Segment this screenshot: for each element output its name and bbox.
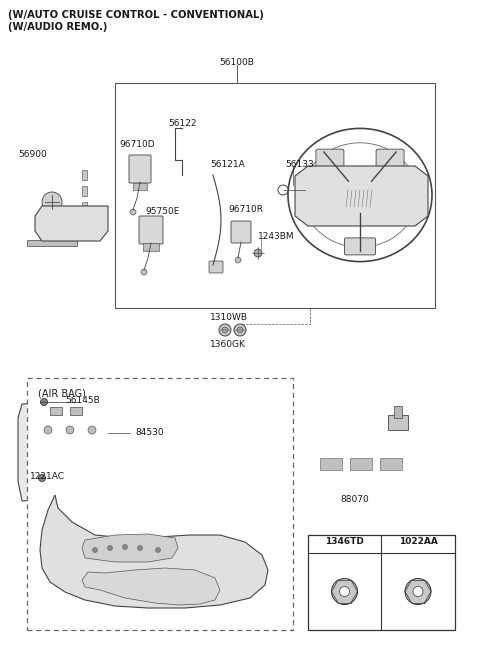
Text: 1310WB: 1310WB <box>210 313 248 322</box>
Text: 1243BM: 1243BM <box>258 232 295 241</box>
Text: (AIR BAG): (AIR BAG) <box>38 388 86 398</box>
FancyBboxPatch shape <box>231 221 251 243</box>
Circle shape <box>234 324 246 336</box>
Polygon shape <box>295 166 428 226</box>
Text: 56133: 56133 <box>285 160 314 169</box>
Circle shape <box>405 579 431 604</box>
Circle shape <box>137 546 143 550</box>
Circle shape <box>42 192 62 212</box>
Bar <box>27 378 293 630</box>
Circle shape <box>88 426 96 434</box>
FancyBboxPatch shape <box>345 238 375 255</box>
Text: (W/AUDIO REMO.): (W/AUDIO REMO.) <box>8 22 108 32</box>
Circle shape <box>219 324 231 336</box>
Text: 56900: 56900 <box>18 150 47 159</box>
Text: 56121A: 56121A <box>210 160 245 169</box>
Circle shape <box>122 544 128 550</box>
Bar <box>380 458 402 470</box>
Bar <box>82 218 87 228</box>
Text: 84530: 84530 <box>135 428 164 437</box>
FancyBboxPatch shape <box>139 216 163 244</box>
FancyBboxPatch shape <box>376 149 404 171</box>
FancyBboxPatch shape <box>129 155 151 183</box>
Bar <box>350 458 372 470</box>
Text: (W/AUTO CRUISE CONTROL - CONVENTIONAL): (W/AUTO CRUISE CONTROL - CONVENTIONAL) <box>8 10 264 20</box>
Circle shape <box>332 579 358 604</box>
Bar <box>388 415 408 430</box>
Text: 1346TD: 1346TD <box>325 537 364 546</box>
Bar <box>394 406 402 418</box>
Circle shape <box>141 269 147 275</box>
Polygon shape <box>35 206 108 241</box>
Text: 1022AA: 1022AA <box>398 537 437 546</box>
Text: 96710D: 96710D <box>119 140 155 149</box>
Circle shape <box>130 209 136 215</box>
Circle shape <box>38 474 46 482</box>
Text: 96710R: 96710R <box>228 205 263 214</box>
Text: 56100B: 56100B <box>219 58 254 67</box>
Text: 1360GK: 1360GK <box>210 340 246 349</box>
Circle shape <box>40 398 48 405</box>
Circle shape <box>254 249 262 257</box>
Bar <box>82 186 87 196</box>
Circle shape <box>342 177 378 213</box>
Bar <box>70 407 82 415</box>
Bar <box>320 458 342 470</box>
Bar <box>82 170 87 180</box>
Circle shape <box>278 185 288 195</box>
FancyBboxPatch shape <box>209 261 223 273</box>
Bar <box>115 83 435 308</box>
Polygon shape <box>40 495 268 608</box>
Circle shape <box>339 586 349 596</box>
Circle shape <box>108 546 112 550</box>
Bar <box>50 407 62 415</box>
Bar <box>27 240 77 246</box>
Circle shape <box>413 586 423 596</box>
Text: 1221AC: 1221AC <box>30 472 65 481</box>
Text: 95750E: 95750E <box>145 207 180 216</box>
Circle shape <box>237 327 243 333</box>
Bar <box>133 183 147 190</box>
Text: 88070: 88070 <box>340 495 369 504</box>
Polygon shape <box>18 401 85 501</box>
Bar <box>143 243 159 251</box>
Circle shape <box>93 548 97 552</box>
Text: 56122: 56122 <box>168 119 196 128</box>
Text: 56145B: 56145B <box>65 396 100 405</box>
Circle shape <box>235 257 241 263</box>
Circle shape <box>156 548 160 552</box>
Circle shape <box>222 327 228 333</box>
FancyBboxPatch shape <box>316 149 344 171</box>
Circle shape <box>44 426 52 434</box>
Circle shape <box>66 426 74 434</box>
Polygon shape <box>82 534 178 562</box>
Bar <box>82 202 87 212</box>
Bar <box>308 535 455 630</box>
Polygon shape <box>82 568 220 605</box>
